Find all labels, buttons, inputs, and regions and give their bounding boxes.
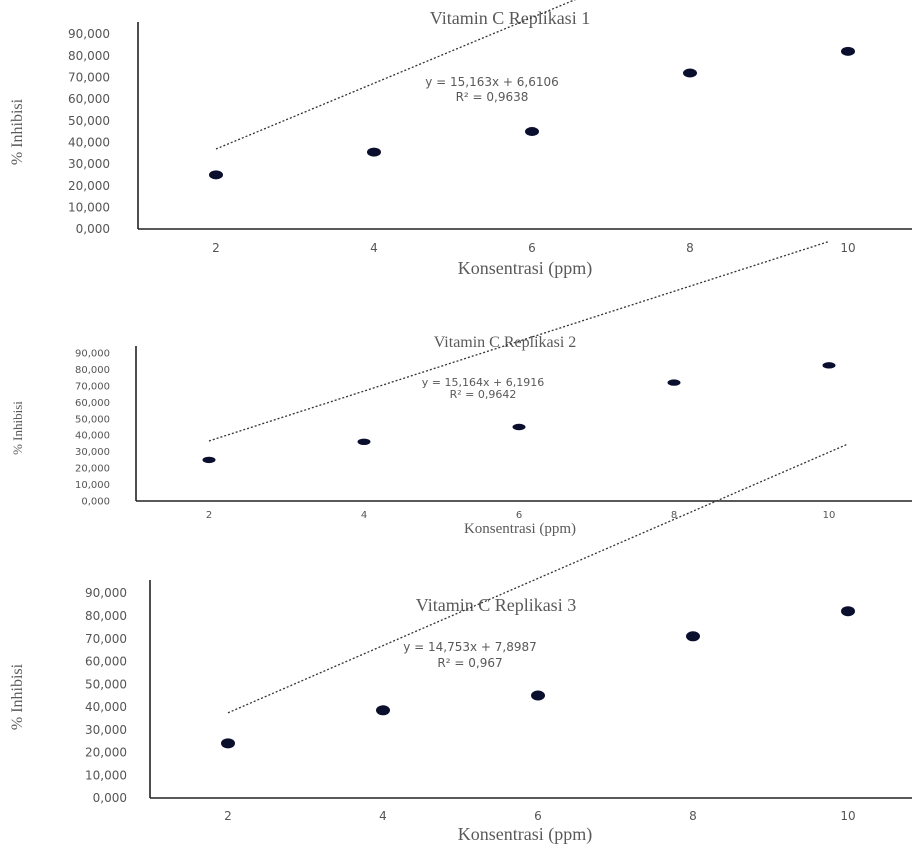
y-tick-label: 30,000 — [85, 723, 127, 737]
y-axis-label: % Inhibisi — [9, 663, 26, 730]
chart-replikasi-1: Vitamin C Replikasi 1 0,000 10,000 20,000 30… — [9, 0, 912, 279]
data-point — [209, 170, 223, 179]
y-tick-label: 70,000 — [85, 632, 127, 646]
y-tick-label: 50,000 — [75, 414, 110, 425]
y-tick-label: 80,000 — [68, 49, 110, 63]
r-squared-label: R² = 0,9642 — [450, 388, 517, 401]
y-tick-label: 30,000 — [75, 447, 110, 458]
data-point — [367, 148, 381, 157]
x-axis-label: Konsentrasi (ppm) — [458, 258, 592, 279]
x-tick-label: 6 — [534, 809, 542, 823]
y-tick-label: 0,000 — [81, 497, 110, 508]
r-squared-label: R² = 0,9638 — [456, 90, 529, 104]
y-tick-label: 50,000 — [85, 677, 127, 691]
data-point — [823, 362, 836, 368]
trendline-equation: y = 14,753x + 7,8987 — [403, 640, 537, 654]
y-tick-label: 70,000 — [75, 381, 110, 392]
y-tick-label: 20,000 — [75, 464, 110, 475]
y-axis-label: % Inhibisi — [10, 401, 25, 455]
y-tick-label: 40,000 — [68, 136, 110, 150]
y-tick-label: 10,000 — [85, 768, 127, 782]
data-point — [358, 439, 371, 445]
trendline-equation: y = 15,163x + 6,6106 — [425, 75, 559, 89]
data-point — [531, 691, 545, 701]
data-point — [221, 738, 235, 748]
y-tick-label: 60,000 — [68, 92, 110, 106]
data-point — [525, 127, 539, 136]
data-point — [683, 69, 697, 78]
y-tick-label: 80,000 — [85, 609, 127, 623]
y-tick-label: 10,000 — [68, 201, 110, 215]
x-tick-label: 6 — [528, 241, 536, 255]
data-point — [513, 424, 526, 430]
x-tick-label: 8 — [671, 510, 677, 521]
y-tick-label: 0,000 — [93, 791, 127, 805]
x-tick-label: 4 — [379, 809, 387, 823]
chart-title: Vitamin C Replikasi 2 — [434, 334, 577, 351]
chart-title: Vitamin C Replikasi 1 — [430, 8, 590, 28]
chart-title: Vitamin C Replikasi 3 — [416, 595, 576, 615]
x-tick-label: 2 — [224, 809, 232, 823]
y-tick-label: 60,000 — [85, 655, 127, 669]
y-tick-label: 10,000 — [75, 480, 110, 491]
data-point — [841, 606, 855, 616]
x-axis-label: Konsentrasi (ppm) — [464, 521, 576, 537]
y-axis-label: % Inhibisi — [9, 98, 26, 165]
y-tick-label: 40,000 — [75, 431, 110, 442]
y-tick-label: 90,000 — [68, 27, 110, 41]
x-axis-label: Konsentrasi (ppm) — [458, 824, 592, 844]
x-tick-label: 4 — [370, 241, 378, 255]
y-tick-label: 90,000 — [85, 586, 127, 600]
x-tick-label: 6 — [516, 510, 522, 521]
x-tick-label: 8 — [686, 241, 694, 255]
chart-replikasi-3: Vitamin C Replikasi 30,00010,00020,00030… — [9, 444, 912, 844]
data-point — [668, 379, 681, 385]
y-tick-label: 40,000 — [85, 700, 127, 714]
y-tick-label: 70,000 — [68, 71, 110, 85]
y-tick-label: 60,000 — [75, 398, 110, 409]
y-tick-label: 20,000 — [85, 746, 127, 760]
x-tick-label: 10 — [840, 241, 855, 255]
y-tick-label: 20,000 — [68, 179, 110, 193]
x-tick-label: 10 — [823, 510, 836, 521]
x-tick-label: 8 — [689, 809, 697, 823]
data-point — [203, 457, 216, 463]
data-point — [841, 47, 855, 56]
y-tick-label: 90,000 — [75, 349, 110, 360]
x-tick-label: 2 — [206, 510, 212, 521]
x-tick-label: 10 — [840, 809, 855, 823]
x-tick-label: 4 — [361, 510, 367, 521]
x-tick-label: 2 — [212, 241, 220, 255]
data-point — [376, 705, 390, 715]
r-squared-label: R² = 0,967 — [437, 656, 502, 670]
y-tick-label: 30,000 — [68, 157, 110, 171]
data-point — [686, 631, 700, 641]
chart-replikasi-2: Vitamin C Replikasi 2 0,000 10,000 20,000 30… — [10, 241, 912, 537]
y-tick-label: 0,000 — [76, 222, 110, 236]
trendline — [228, 444, 848, 713]
y-tick-label: 50,000 — [68, 114, 110, 128]
y-tick-label: 80,000 — [75, 365, 110, 376]
